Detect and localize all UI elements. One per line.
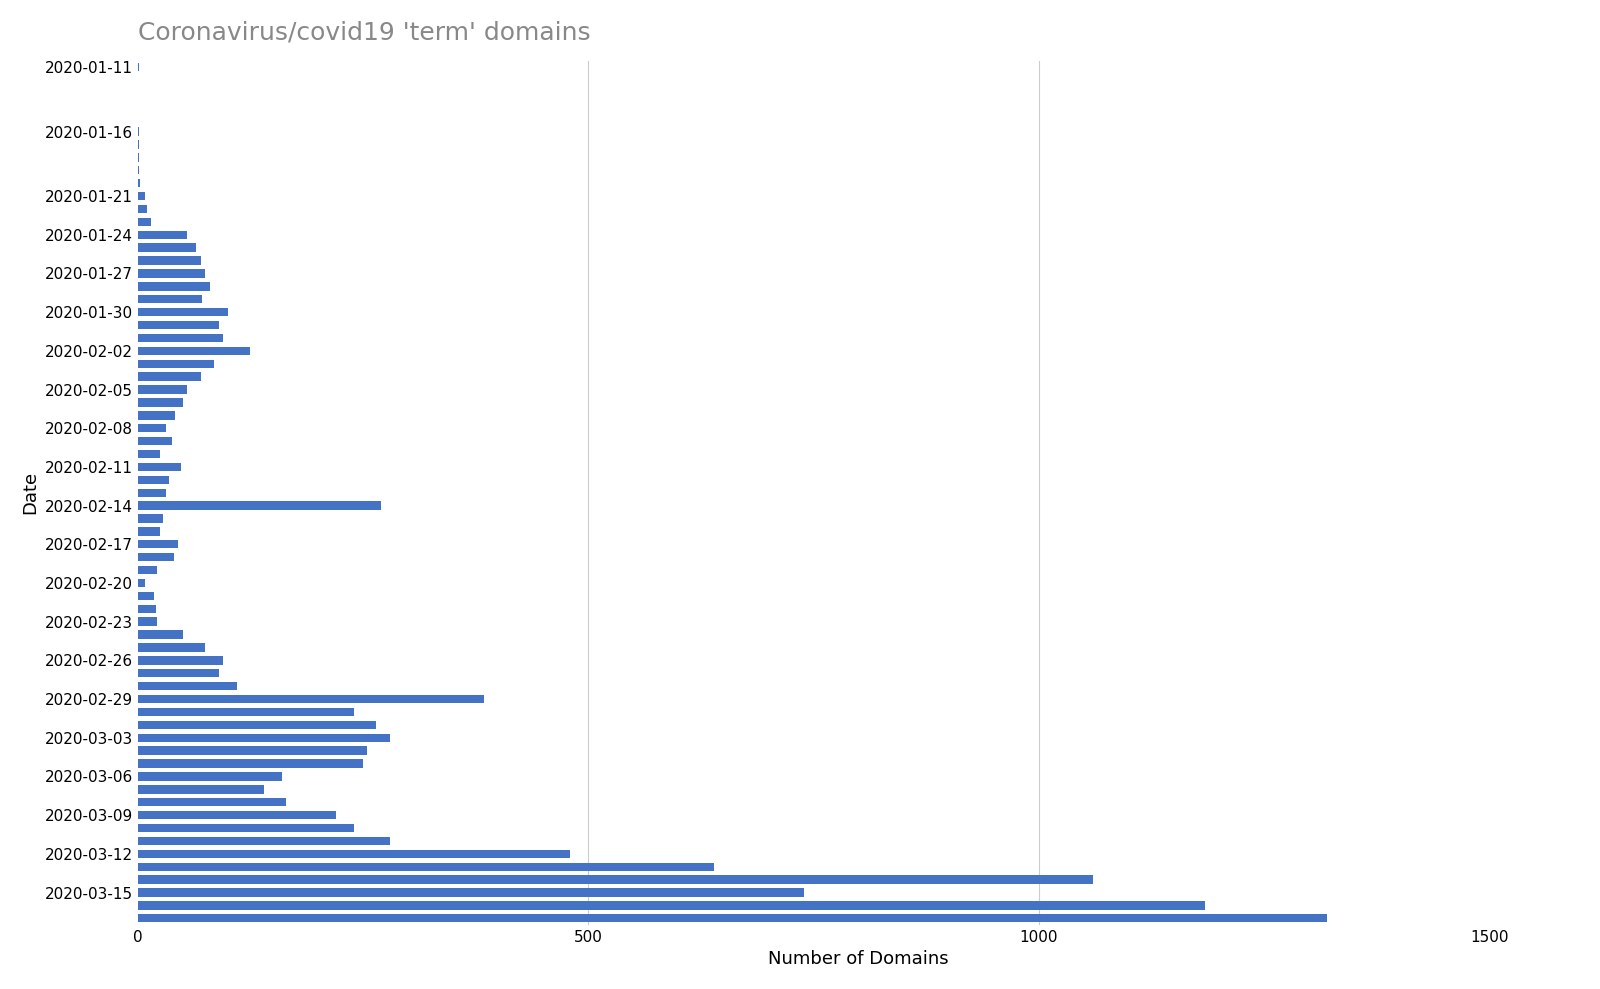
Bar bbox=[138, 670, 219, 677]
Bar bbox=[138, 734, 390, 742]
Bar bbox=[138, 540, 178, 549]
Bar bbox=[138, 140, 139, 148]
Bar bbox=[138, 63, 139, 71]
Bar bbox=[138, 153, 139, 161]
Bar bbox=[138, 501, 381, 509]
Bar bbox=[138, 128, 139, 135]
Bar bbox=[138, 205, 147, 214]
Bar bbox=[138, 192, 144, 201]
Bar bbox=[138, 604, 155, 613]
Bar bbox=[138, 617, 157, 626]
Bar bbox=[138, 579, 144, 587]
Bar bbox=[138, 914, 1326, 923]
Y-axis label: Date: Date bbox=[21, 471, 38, 514]
Bar bbox=[138, 850, 570, 858]
Bar bbox=[138, 320, 219, 329]
Bar bbox=[138, 837, 390, 846]
Bar bbox=[138, 476, 170, 484]
Bar bbox=[138, 450, 160, 458]
Bar bbox=[138, 630, 182, 639]
Bar bbox=[138, 424, 166, 432]
Bar bbox=[138, 282, 210, 291]
Bar bbox=[138, 772, 282, 780]
Bar bbox=[138, 888, 805, 897]
Bar bbox=[138, 811, 336, 819]
Bar bbox=[138, 656, 222, 665]
Bar bbox=[138, 295, 202, 304]
Bar bbox=[138, 591, 154, 600]
Bar bbox=[138, 399, 182, 406]
Bar bbox=[138, 824, 354, 832]
Bar bbox=[138, 218, 150, 226]
Bar bbox=[138, 347, 250, 355]
Bar bbox=[138, 166, 139, 174]
Bar bbox=[138, 527, 160, 536]
Bar bbox=[138, 721, 376, 729]
X-axis label: Number of Domains: Number of Domains bbox=[768, 950, 949, 968]
Bar bbox=[138, 360, 214, 368]
Bar bbox=[138, 695, 485, 703]
Bar bbox=[138, 798, 286, 806]
Bar bbox=[138, 875, 1093, 884]
Bar bbox=[138, 179, 141, 187]
Bar bbox=[138, 230, 187, 239]
Bar bbox=[138, 373, 200, 381]
Bar bbox=[138, 785, 264, 793]
Bar bbox=[138, 901, 1205, 910]
Bar bbox=[138, 514, 163, 523]
Bar bbox=[138, 463, 181, 471]
Text: Coronavirus/covid19 'term' domains: Coronavirus/covid19 'term' domains bbox=[138, 21, 590, 45]
Bar bbox=[138, 243, 197, 252]
Bar bbox=[138, 747, 368, 755]
Bar bbox=[138, 308, 227, 316]
Bar bbox=[138, 566, 157, 575]
Bar bbox=[138, 333, 222, 342]
Bar bbox=[138, 553, 173, 562]
Bar bbox=[138, 682, 237, 690]
Bar bbox=[138, 643, 205, 652]
Bar bbox=[138, 269, 205, 278]
Bar bbox=[138, 437, 171, 445]
Bar bbox=[138, 708, 354, 716]
Bar bbox=[138, 760, 363, 767]
Bar bbox=[138, 256, 200, 265]
Bar bbox=[138, 489, 166, 496]
Bar bbox=[138, 386, 187, 394]
Bar bbox=[138, 411, 176, 419]
Bar bbox=[138, 862, 714, 871]
